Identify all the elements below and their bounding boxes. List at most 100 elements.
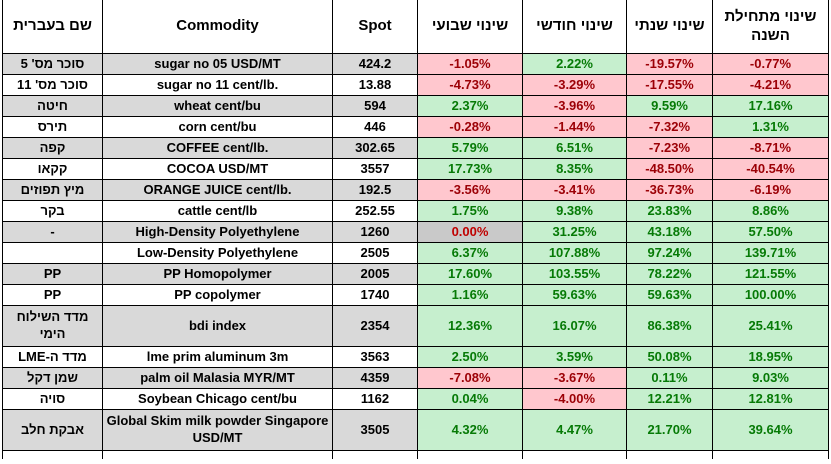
cell-spot: 3505	[332, 409, 418, 451]
cell-spot: 2354	[332, 305, 418, 347]
table-row: - High-Density Polyethylene 1260 0.00% 31.25…	[2, 221, 829, 243]
cell-weekly: 12.36%	[417, 305, 523, 347]
cell-yearly: -7.32%	[626, 116, 713, 138]
cell-monthly: 16.07%	[522, 305, 627, 347]
cell-commodity: sugar no 05 USD/MT	[102, 53, 333, 75]
cell-hebrew: אבקת חלב	[2, 409, 103, 451]
cell-hebrew: קקאו	[2, 158, 103, 180]
cell-spot: 13.88	[332, 74, 418, 96]
header-cell-hebrew: שם בעברית	[2, 0, 103, 54]
table-row: Low-Density Polyethylene 2505 6.37% 107.88%…	[2, 242, 829, 264]
cell-monthly: 103.55%	[522, 263, 627, 285]
cell-ytd: 57.50%	[712, 221, 829, 243]
cell-hebrew: חיטה	[2, 95, 103, 117]
cell-monthly: -3.96%	[522, 95, 627, 117]
cell-monthly: -3.41%	[522, 179, 627, 201]
cell-monthly: 3.59%	[522, 346, 627, 368]
cell-hebrew: בקר	[2, 200, 103, 222]
cell-commodity: cattle cent/lb	[102, 200, 333, 222]
cell-monthly: -4.00%	[522, 388, 627, 410]
cell-ytd: 18.95%	[712, 346, 829, 368]
cell-monthly: 9.38%	[522, 200, 627, 222]
cell-commodity: High-Density Polyethylene	[102, 221, 333, 243]
cell-commodity: COCOA USD/MT	[102, 158, 333, 180]
cell-commodity: lme prim aluminum 3m	[102, 346, 333, 368]
cell-hebrew	[2, 242, 103, 264]
cell-monthly: 107.88%	[522, 242, 627, 264]
cell-weekly: 0.04%	[417, 388, 523, 410]
cell-commodity: sugar no 11 cent/lb.	[102, 74, 333, 96]
stub-cell	[2, 450, 103, 459]
table-row: סויה Soybean Chicago cent/bu 1162 0.04% -4.0…	[2, 388, 829, 410]
cell-weekly: 2.37%	[417, 95, 523, 117]
table-row: קקאו COCOA USD/MT 3557 17.73% 8.35% -48.50% -4…	[2, 158, 829, 180]
cell-spot: 252.55	[332, 200, 418, 222]
cell-commodity: PP Homopolymer	[102, 263, 333, 285]
table-row: מדד ה-LME lme prim aluminum 3m 3563 2.50% 3.…	[2, 346, 829, 368]
cell-weekly: 1.16%	[417, 284, 523, 306]
cell-commodity: palm oil Malasia MYR/MT	[102, 367, 333, 389]
cell-weekly: -3.56%	[417, 179, 523, 201]
cell-hebrew: תירס	[2, 116, 103, 138]
cell-commodity: ORANGE JUICE cent/lb.	[102, 179, 333, 201]
cell-hebrew: מיץ תפוזים	[2, 179, 103, 201]
cell-hebrew: סויה	[2, 388, 103, 410]
header-cell-commodity: Commodity	[102, 0, 333, 54]
cell-weekly: 4.32%	[417, 409, 523, 451]
cell-monthly: 31.25%	[522, 221, 627, 243]
stub-cell	[332, 450, 418, 459]
header-cell-ytd: שינוי מתחילת השנה	[712, 0, 829, 54]
table-row: תירס corn cent/bu 446 -0.28% -1.44% -7.32% 1.3…	[2, 116, 829, 138]
table-row: סוכר מס' 11 sugar no 11 cent/lb. 13.88 -4.7…	[2, 74, 829, 96]
cell-hebrew: סוכר מס' 11	[2, 74, 103, 96]
table-row: שמן דקל palm oil Malasia MYR/MT 4359 -7.08%…	[2, 367, 829, 389]
cell-weekly: -1.05%	[417, 53, 523, 75]
cell-spot: 2005	[332, 263, 418, 285]
cell-yearly: -19.57%	[626, 53, 713, 75]
cell-weekly: 17.60%	[417, 263, 523, 285]
cell-commodity: wheat cent/bu	[102, 95, 333, 117]
stub-cell	[522, 450, 627, 459]
cell-commodity: corn cent/bu	[102, 116, 333, 138]
cell-yearly: 50.08%	[626, 346, 713, 368]
cell-yearly: -36.73%	[626, 179, 713, 201]
cropped-next-row-stub	[2, 450, 829, 459]
cell-monthly: 6.51%	[522, 137, 627, 159]
cell-spot: 1162	[332, 388, 418, 410]
cell-hebrew: PP	[2, 284, 103, 306]
cell-hebrew: סוכר מס' 5	[2, 53, 103, 75]
cell-hebrew: -	[2, 221, 103, 243]
cell-ytd: -0.77%	[712, 53, 829, 75]
cell-yearly: 9.59%	[626, 95, 713, 117]
cell-spot: 4359	[332, 367, 418, 389]
cell-commodity: PP copolymer	[102, 284, 333, 306]
cell-ytd: 100.00%	[712, 284, 829, 306]
cell-monthly: -1.44%	[522, 116, 627, 138]
cell-yearly: 43.18%	[626, 221, 713, 243]
cell-spot: 192.5	[332, 179, 418, 201]
cell-monthly: 4.47%	[522, 409, 627, 451]
cell-ytd: -4.21%	[712, 74, 829, 96]
cell-spot: 3557	[332, 158, 418, 180]
cell-weekly: -4.73%	[417, 74, 523, 96]
cell-yearly: 23.83%	[626, 200, 713, 222]
cell-ytd: 17.16%	[712, 95, 829, 117]
cell-ytd: 39.64%	[712, 409, 829, 451]
cell-weekly: 0.00%	[417, 221, 523, 243]
cell-ytd: 139.71%	[712, 242, 829, 264]
table-body: סוכר מס' 5 sugar no 05 USD/MT 424.2 -1.05% 2…	[2, 53, 829, 451]
header-cell-spot: Spot	[332, 0, 418, 54]
cell-spot: 446	[332, 116, 418, 138]
cell-monthly: -3.29%	[522, 74, 627, 96]
table-row: מדד השילוח הימי bdi index 2354 12.36% 16.07%…	[2, 305, 829, 347]
cell-hebrew: PP	[2, 263, 103, 285]
stub-cell	[712, 450, 829, 459]
cell-weekly: -7.08%	[417, 367, 523, 389]
cell-ytd: 1.31%	[712, 116, 829, 138]
cell-yearly: -48.50%	[626, 158, 713, 180]
cell-spot: 1260	[332, 221, 418, 243]
cell-hebrew: מדד השילוח הימי	[2, 305, 103, 347]
table-row: אבקת חלב Global Skim milk powder Singapor…	[2, 409, 829, 451]
cell-spot: 2505	[332, 242, 418, 264]
